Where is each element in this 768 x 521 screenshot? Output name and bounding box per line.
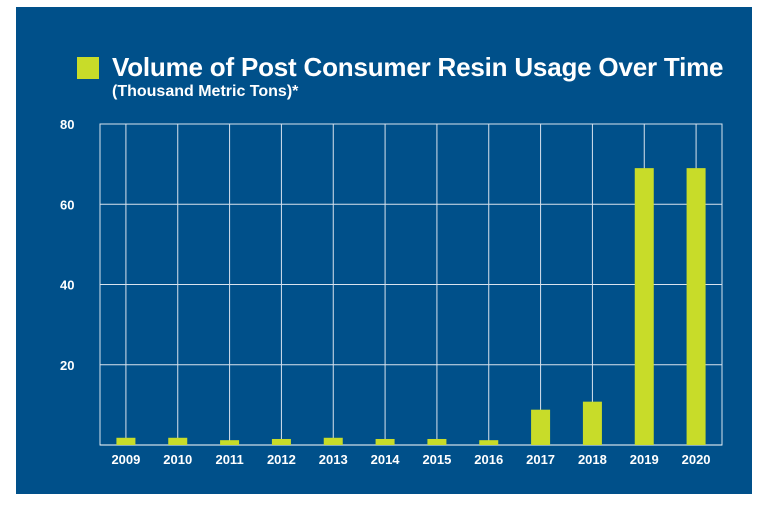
- bar-layer: [116, 168, 706, 445]
- y-tick-label: 40: [60, 278, 74, 293]
- label-layer: 20 40 60 80 2009 2010 2011 2012 2013 2014 2015 2016…: [60, 117, 711, 467]
- bar-2013: [323, 437, 343, 445]
- chart-title: Volume of Post Consumer Resin Usage Over…: [112, 52, 724, 82]
- x-tick-label: 2015: [422, 452, 451, 467]
- bar-2015: [427, 438, 447, 445]
- x-tick-label: 2018: [578, 452, 607, 467]
- x-tick-label: 2010: [163, 452, 192, 467]
- x-tick-label: 2019: [630, 452, 659, 467]
- x-tick-label: 2020: [682, 452, 711, 467]
- x-tick-label: 2012: [267, 452, 296, 467]
- bar-2014: [375, 438, 395, 445]
- bar-2009: [116, 437, 136, 445]
- x-tick-label: 2013: [319, 452, 348, 467]
- legend-swatch: [77, 57, 99, 79]
- x-tick-label: 2014: [371, 452, 401, 467]
- bar-2019: [634, 168, 654, 445]
- bar-2016: [479, 440, 499, 445]
- x-tick-label: 2016: [474, 452, 503, 467]
- bar-2018: [582, 401, 602, 445]
- bar-2011: [220, 440, 240, 445]
- chart-subtitle: (Thousand Metric Tons)*: [112, 83, 299, 100]
- bar-2020: [686, 168, 706, 445]
- x-tick-label: 2017: [526, 452, 555, 467]
- x-tick-label: 2009: [111, 452, 140, 467]
- y-tick-label: 60: [60, 197, 74, 212]
- y-tick-label: 20: [60, 358, 74, 373]
- x-tick-label: 2011: [215, 452, 243, 467]
- bar-2010: [168, 437, 188, 445]
- y-tick-label: 80: [60, 117, 74, 132]
- chart-panel: [16, 7, 752, 494]
- grid-layer: [99, 123, 723, 446]
- bar-2012: [271, 438, 291, 445]
- bar-2017: [531, 409, 551, 445]
